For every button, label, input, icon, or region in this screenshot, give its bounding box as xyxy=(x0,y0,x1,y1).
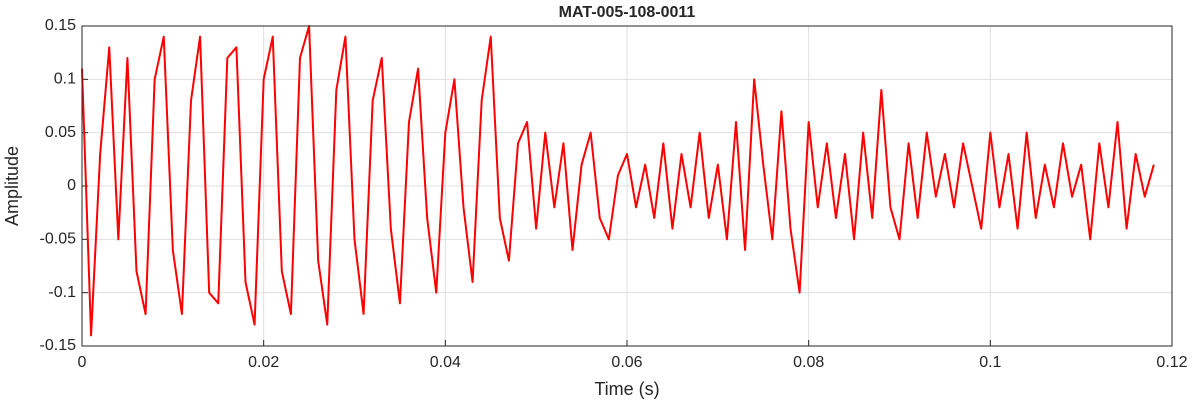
y-tick-label: -0.1 xyxy=(48,284,76,301)
signal-line xyxy=(81,25,1155,337)
y-tick-label: 0 xyxy=(67,177,76,194)
y-tick-label: -0.05 xyxy=(40,231,77,248)
x-axis-label: Time (s) xyxy=(594,379,659,399)
x-tick-label: 0.1 xyxy=(979,354,1001,371)
x-tick-label: 0.02 xyxy=(248,354,279,371)
x-tick-label: 0.04 xyxy=(430,354,461,371)
chart-title: MAT-005-108-0011 xyxy=(559,4,696,21)
y-tick-label: 0.05 xyxy=(45,124,76,141)
x-tick-label: 0 xyxy=(78,354,87,371)
y-tick-label: 0.15 xyxy=(45,17,76,34)
x-tick-label: 0.06 xyxy=(611,354,642,371)
y-axis-label: Amplitude xyxy=(2,146,22,226)
y-tick-label: -0.15 xyxy=(40,337,77,354)
x-tick-label: 0.12 xyxy=(1156,354,1187,371)
x-tick-label: 0.08 xyxy=(793,354,824,371)
y-tick-label: 0.1 xyxy=(54,71,76,88)
axes-box xyxy=(81,25,1173,347)
